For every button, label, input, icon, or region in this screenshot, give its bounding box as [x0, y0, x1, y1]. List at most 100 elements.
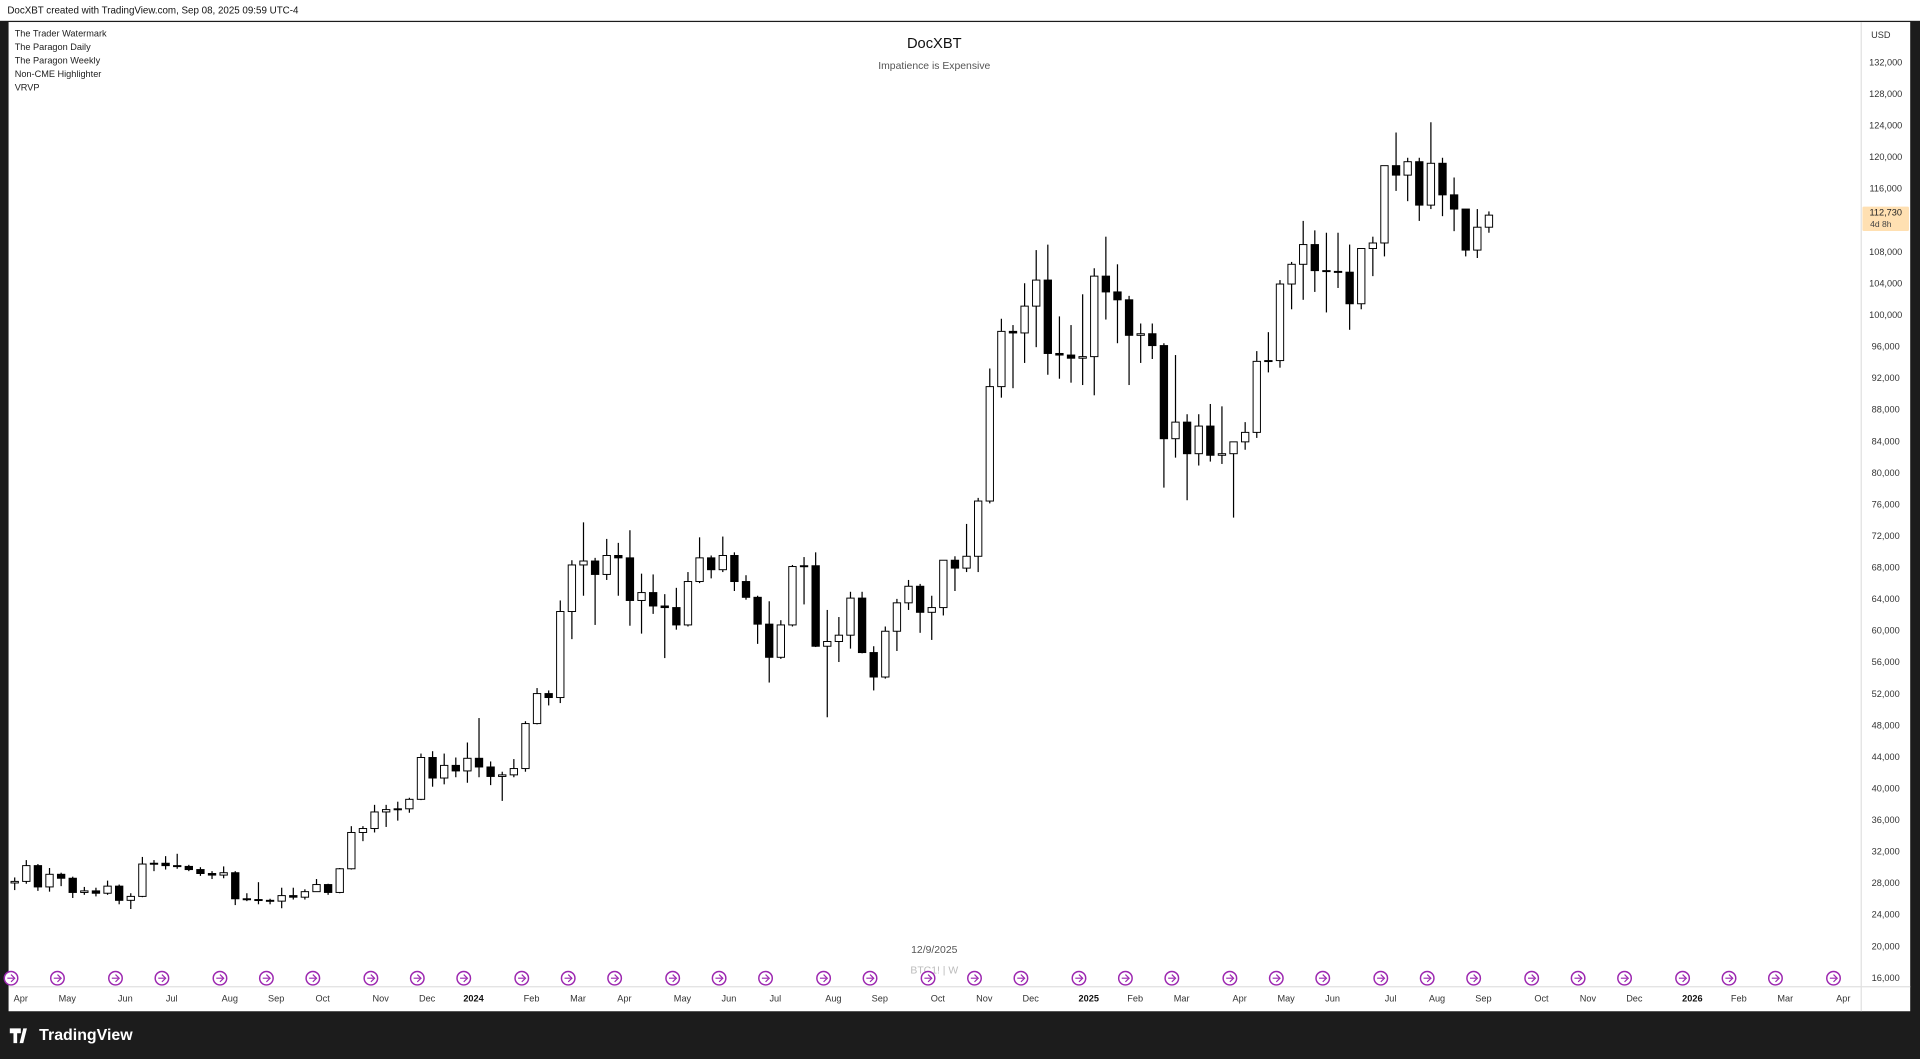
session-icon-arrow — [1678, 974, 1688, 983]
session-icon[interactable] — [711, 970, 727, 986]
x-tick-label: Dec — [419, 993, 436, 1003]
candle-body — [231, 872, 240, 900]
x-tick-label: Jun — [118, 993, 133, 1003]
indicator-label[interactable]: The Paragon Daily — [15, 42, 91, 52]
session-icon[interactable] — [1466, 970, 1482, 986]
y-tick-label: 40,000 — [1872, 783, 1900, 793]
x-tick-label: Jul — [166, 993, 178, 1003]
session-icon[interactable] — [560, 970, 576, 986]
session-icon[interactable] — [1117, 970, 1133, 986]
candle-body — [683, 581, 693, 626]
candle-body — [381, 809, 391, 813]
session-icon[interactable] — [1675, 970, 1691, 986]
session-icon[interactable] — [862, 970, 878, 986]
candle-body — [1345, 271, 1354, 305]
session-icon[interactable] — [1826, 970, 1841, 986]
session-icon[interactable] — [1617, 970, 1633, 986]
session-icon[interactable] — [212, 970, 228, 986]
x-tick-label: Nov — [1580, 993, 1597, 1003]
candle-body — [1449, 194, 1459, 210]
candle-body — [289, 895, 298, 898]
x-tick-label: Oct — [1534, 993, 1549, 1003]
session-icon[interactable] — [1071, 970, 1087, 986]
top-bar — [0, 0, 1920, 21]
session-icon[interactable] — [758, 970, 774, 986]
session-icon[interactable] — [1721, 970, 1737, 986]
last-price-tag — [1862, 206, 1909, 232]
candle-body — [161, 862, 170, 867]
session-icon[interactable] — [108, 970, 123, 986]
caption: DocXBT created with TradingView.com, Sep… — [7, 6, 299, 17]
candle-body — [1171, 421, 1180, 440]
session-icon[interactable] — [1222, 970, 1238, 986]
y-tick-label: 60,000 — [1872, 626, 1900, 636]
session-icon[interactable] — [1164, 970, 1180, 986]
candle-body — [881, 630, 890, 678]
candle-body — [358, 828, 368, 833]
candle-body — [347, 831, 356, 870]
session-icon-arrow — [518, 974, 527, 983]
y-tick-label: 108,000 — [1869, 247, 1902, 257]
x-tick-label: Mar — [1777, 993, 1793, 1003]
indicator-label[interactable]: The Paragon Weekly — [15, 56, 101, 66]
session-icon[interactable] — [1013, 970, 1029, 986]
x-tick-label: 2025 — [1079, 993, 1099, 1003]
candle-body — [707, 557, 716, 571]
session-icon[interactable] — [1570, 970, 1586, 986]
session-icon[interactable] — [607, 970, 623, 986]
session-icon[interactable] — [1419, 970, 1435, 986]
candle-body — [974, 500, 983, 557]
session-icon[interactable] — [967, 970, 982, 986]
x-tick-label: Jun — [722, 993, 737, 1003]
session-icon-arrow — [1574, 974, 1583, 983]
candle-body — [579, 560, 588, 566]
session-icon-arrow — [610, 974, 620, 983]
session-icon[interactable] — [1524, 970, 1540, 986]
indicator-label[interactable]: The Trader Watermark — [15, 29, 107, 39]
session-icon[interactable] — [3, 970, 19, 986]
session-icon[interactable] — [305, 970, 321, 986]
session-icon-arrow — [924, 974, 933, 983]
session-icon[interactable] — [258, 970, 274, 986]
last-price-label: 112,730 — [1869, 208, 1901, 218]
x-tick-label: Apr — [617, 993, 631, 1003]
watermark-date: 12/9/2025 — [911, 945, 957, 956]
session-icon-arrow — [1319, 974, 1328, 983]
y-tick-label: 120,000 — [1869, 152, 1902, 162]
session-icon-arrow — [1017, 974, 1026, 983]
x-tick-label: Aug — [1429, 993, 1445, 1003]
candle-body — [753, 596, 762, 625]
y-tick-label: 76,000 — [1872, 499, 1900, 509]
indicator-label[interactable]: VRVP — [15, 83, 40, 93]
candle-body — [254, 899, 263, 902]
session-icon[interactable] — [1767, 970, 1783, 986]
session-icon[interactable] — [49, 970, 65, 986]
candle-body — [776, 624, 785, 658]
candle-body — [393, 808, 402, 811]
candle-body — [184, 865, 193, 871]
session-icon[interactable] — [514, 970, 530, 986]
session-icon[interactable] — [1315, 970, 1331, 986]
session-icon[interactable] — [1373, 970, 1389, 986]
candle-body — [939, 559, 948, 609]
candle-body — [556, 611, 565, 699]
indicator-label[interactable]: Non-CME Highlighter — [15, 69, 102, 79]
y-tick-label: 64,000 — [1872, 594, 1900, 604]
session-icon[interactable] — [1268, 970, 1284, 986]
session-icon[interactable] — [456, 970, 472, 986]
candle-body — [1136, 333, 1145, 336]
session-icon[interactable] — [409, 970, 425, 986]
x-tick-label: May — [59, 993, 77, 1003]
session-icon[interactable] — [363, 970, 379, 986]
candle-body — [567, 564, 577, 613]
candle-body — [115, 885, 124, 901]
session-icon-arrow — [262, 974, 271, 983]
x-tick-label: Feb — [1731, 993, 1747, 1003]
session-icon[interactable] — [154, 970, 170, 986]
session-icon[interactable] — [816, 970, 832, 986]
session-icon[interactable] — [920, 970, 936, 986]
x-tick-label: Dec — [1023, 993, 1040, 1003]
session-icon[interactable] — [665, 970, 681, 986]
